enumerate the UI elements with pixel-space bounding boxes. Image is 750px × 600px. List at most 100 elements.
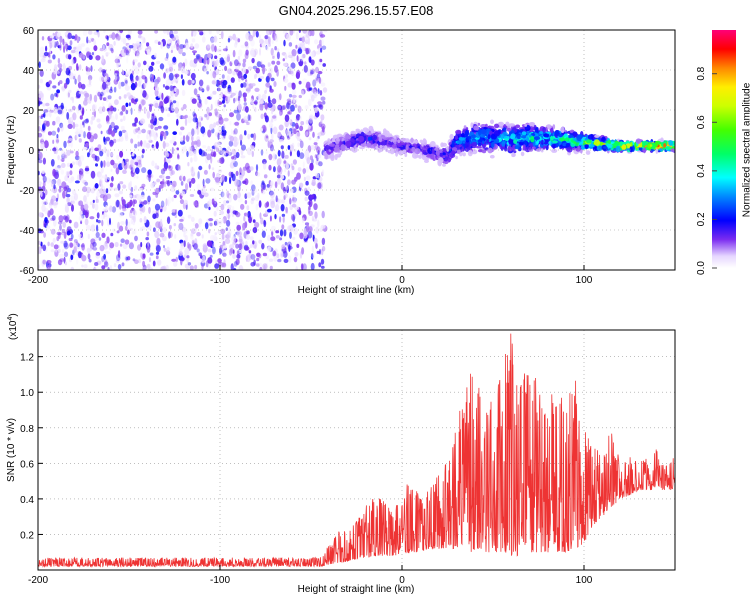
spectrogram-cell bbox=[270, 236, 276, 242]
spectrogram-cell bbox=[52, 237, 56, 243]
spectrogram-cell bbox=[162, 140, 166, 149]
spectrogram-cell bbox=[180, 181, 184, 186]
spectrogram-cell bbox=[161, 174, 165, 180]
spectrogram-cell bbox=[287, 100, 292, 105]
spectrogram-cell bbox=[285, 162, 289, 170]
spectrogram-cell bbox=[77, 43, 83, 52]
spectrogram-cell bbox=[141, 143, 144, 148]
spectrogram-cell bbox=[143, 216, 147, 224]
spectrogram-cell bbox=[63, 45, 66, 53]
spectrogram-cell bbox=[291, 69, 294, 77]
spectrogram-cell bbox=[136, 175, 139, 179]
spectrogram-cell bbox=[298, 210, 302, 215]
spectrogram-cell bbox=[130, 218, 133, 225]
spectrogram-cell bbox=[487, 134, 491, 140]
spectrogram-cell bbox=[256, 61, 262, 68]
spectrogram-cell bbox=[94, 262, 99, 266]
spectrogram-cell bbox=[49, 109, 54, 113]
spectrogram-cell bbox=[210, 103, 213, 111]
spectrogram-cell bbox=[284, 53, 288, 60]
spectrogram-cell bbox=[309, 162, 314, 171]
spectrogram-cell bbox=[320, 265, 325, 269]
spectrogram-cell bbox=[175, 77, 179, 82]
spectrogram-cell bbox=[226, 190, 230, 199]
spectrogram-cell bbox=[113, 86, 117, 93]
spectrogram-cell bbox=[93, 45, 98, 52]
spectrogram-cell bbox=[313, 237, 318, 244]
spectrogram-cell bbox=[134, 143, 138, 149]
spectrogram-cell bbox=[280, 182, 285, 190]
spectrogram-cell bbox=[46, 225, 51, 230]
spectrogram-cell bbox=[173, 147, 178, 155]
spectrogram-cell bbox=[72, 75, 76, 80]
spectrogram-cell bbox=[221, 74, 225, 79]
spectrogram-cell bbox=[87, 97, 92, 104]
spectrogram-cell bbox=[98, 237, 102, 241]
spectrogram-cell bbox=[157, 94, 162, 99]
spectrogram-cell bbox=[203, 151, 208, 157]
spectrogram-cell bbox=[285, 74, 288, 78]
spectrogram-cell bbox=[163, 167, 168, 172]
spectrogram-cell bbox=[180, 257, 185, 261]
spectrogram-cell bbox=[287, 179, 291, 186]
spectrogram-cell bbox=[317, 219, 320, 228]
spectrogram-cell bbox=[105, 188, 109, 194]
spectrogram-cell bbox=[305, 166, 309, 173]
spectrogram-cell bbox=[232, 241, 237, 246]
spectrogram-cell bbox=[180, 174, 184, 180]
spectrogram-cell bbox=[293, 227, 298, 235]
spectrogram-cell bbox=[228, 194, 232, 203]
spectrogram-cell bbox=[313, 203, 318, 211]
spectrogram-cell bbox=[81, 109, 84, 117]
spectrogram-cell bbox=[106, 236, 110, 244]
spectrogram-cell bbox=[302, 170, 306, 175]
spectrogram-cell bbox=[116, 154, 120, 160]
spectrogram-cell bbox=[271, 118, 274, 122]
spectrogram-cell bbox=[220, 228, 226, 235]
spectrogram-cell bbox=[126, 56, 129, 64]
spectrogram-cell bbox=[131, 98, 135, 104]
spectrogram-cell bbox=[87, 75, 93, 81]
spectrogram-cell bbox=[148, 257, 152, 263]
spectrogram-cell bbox=[615, 145, 621, 153]
spectrogram-cell bbox=[321, 210, 325, 219]
spectrogram-cell bbox=[269, 139, 274, 143]
spectrogram-cell bbox=[280, 174, 285, 180]
spectrogram-cell bbox=[88, 258, 92, 263]
spectrogram-cell bbox=[165, 198, 168, 207]
spectrogram-cell bbox=[321, 169, 325, 175]
spectrogram-cell bbox=[149, 104, 152, 113]
spectrogram-cell bbox=[132, 258, 136, 262]
spectrogram-cell bbox=[245, 246, 250, 251]
spectrogram-cell bbox=[300, 90, 305, 97]
spectrogram-cell bbox=[304, 61, 307, 65]
spectrogram-cell bbox=[475, 145, 482, 149]
spectrogram-cell bbox=[187, 79, 192, 86]
spectrogram-cell bbox=[81, 213, 85, 219]
spectrogram-cell bbox=[217, 101, 223, 105]
spectrogram-cell bbox=[166, 52, 169, 59]
spectrogram-cell bbox=[313, 142, 318, 146]
spectrogram-cell bbox=[148, 123, 151, 128]
colorbar-tick-label: 0.4 bbox=[696, 163, 707, 177]
spectrogram-cell bbox=[77, 251, 82, 259]
spectrogram-cell bbox=[240, 140, 243, 146]
spectrogram-cell bbox=[183, 240, 186, 248]
spectrogram-cell bbox=[154, 126, 159, 131]
spectrogram-cell bbox=[147, 130, 151, 135]
spectrogram-cell bbox=[191, 80, 195, 84]
spectrogram-cell bbox=[137, 134, 140, 139]
spectrogram-cell bbox=[269, 122, 274, 129]
spectrogram-cell bbox=[40, 116, 43, 119]
spectrogram-cell bbox=[78, 52, 84, 58]
spectrogram-cell bbox=[67, 54, 72, 60]
spectrogram-cell bbox=[306, 130, 309, 135]
spectrogram-cell bbox=[242, 92, 247, 98]
spectrogram-cell bbox=[239, 174, 244, 178]
spectrogram-cell bbox=[198, 165, 203, 171]
spectrogram-cell bbox=[283, 39, 286, 47]
spectrogram-y-axis-label: Frequency (Hz) bbox=[6, 116, 17, 185]
spectrogram-cell bbox=[97, 219, 101, 224]
spectrogram-cell bbox=[237, 95, 240, 101]
spectrogram-cell bbox=[69, 170, 73, 176]
